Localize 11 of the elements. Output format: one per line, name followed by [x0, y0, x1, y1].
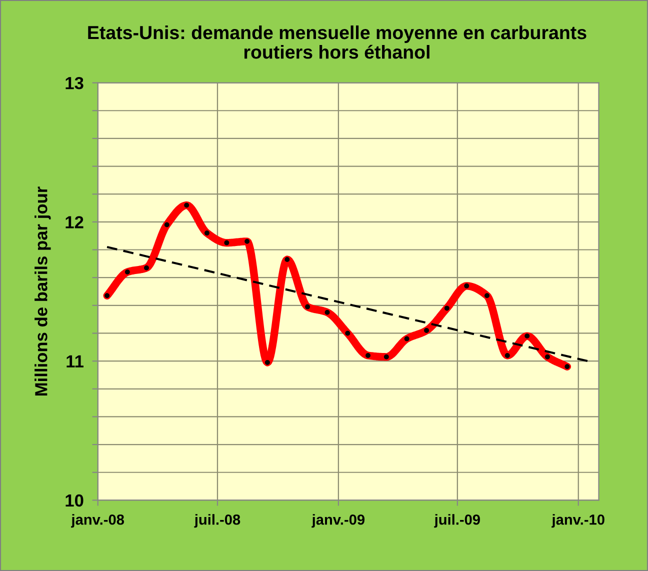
x-tick-label: janv.-09	[312, 514, 365, 528]
y-tick-label: 10	[66, 494, 84, 507]
x-tick-label: juil.-08	[194, 514, 240, 528]
x-tick-label: janv.-08	[71, 514, 124, 528]
chart-title: Etats-Unis: demande mensuelle moyenne en carburants routiers hors éthanol	[88, 25, 586, 59]
y-tick-label: 13	[66, 76, 84, 90]
x-tick-label: janv.-10	[552, 514, 604, 528]
x-tick-label: juil.-09	[434, 514, 480, 528]
y-tick-label: 12	[66, 216, 84, 228]
y-tick-label: 11	[66, 355, 84, 368]
y-axis-title: Millions de barils par jour	[34, 186, 51, 396]
